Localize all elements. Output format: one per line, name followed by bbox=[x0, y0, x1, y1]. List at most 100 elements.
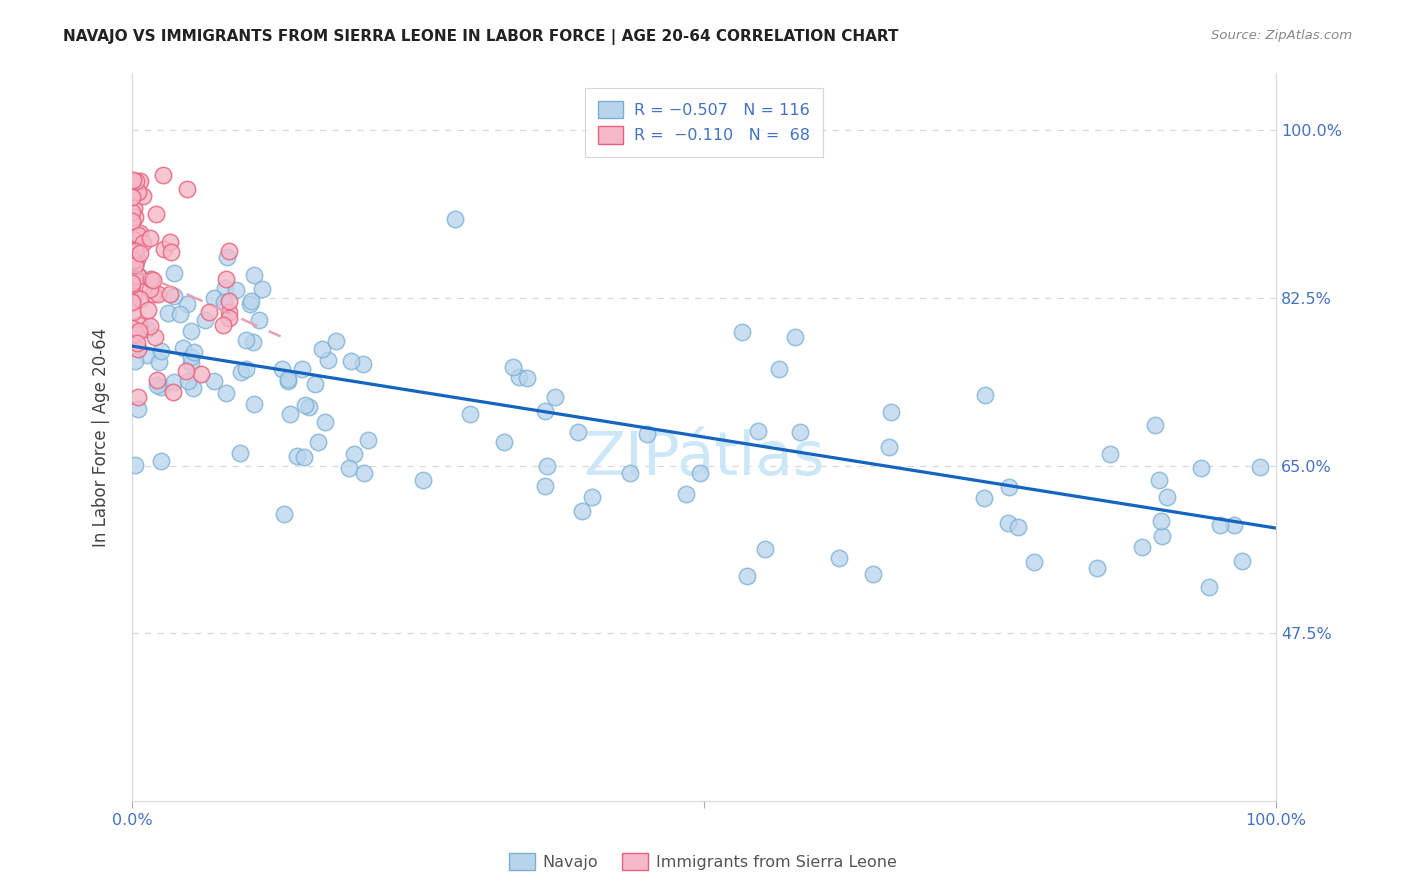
Point bbox=[1130, 541, 1153, 555]
Point bbox=[789, 425, 811, 439]
Point bbox=[277, 372, 299, 386]
Point bbox=[122, 252, 145, 267]
Point bbox=[997, 480, 1019, 494]
Y-axis label: In Labor Force | Age 20-64: In Labor Force | Age 20-64 bbox=[93, 327, 110, 547]
Point bbox=[180, 324, 202, 338]
Point bbox=[149, 344, 172, 359]
Point bbox=[124, 327, 146, 342]
Point bbox=[1156, 490, 1178, 504]
Point bbox=[271, 361, 294, 376]
Point bbox=[141, 272, 163, 286]
Point bbox=[122, 201, 145, 215]
Point bbox=[675, 486, 697, 500]
Point bbox=[880, 405, 903, 419]
Point bbox=[142, 273, 165, 287]
Point bbox=[190, 367, 212, 381]
Point bbox=[229, 446, 252, 460]
Point bbox=[325, 334, 347, 349]
Point bbox=[124, 327, 146, 342]
Point bbox=[458, 407, 481, 421]
Point bbox=[533, 479, 555, 493]
Point bbox=[127, 269, 149, 284]
Point bbox=[862, 567, 884, 582]
Point bbox=[121, 294, 143, 309]
Point bbox=[352, 357, 374, 371]
Point bbox=[129, 226, 152, 240]
Point bbox=[1198, 580, 1220, 594]
Point bbox=[159, 235, 181, 249]
Point bbox=[129, 174, 152, 188]
Point bbox=[176, 364, 198, 378]
Point bbox=[125, 243, 148, 257]
Point bbox=[124, 354, 146, 368]
Point bbox=[291, 362, 314, 376]
Point bbox=[768, 362, 790, 376]
Point bbox=[127, 343, 149, 357]
Point bbox=[156, 305, 179, 319]
Point bbox=[1144, 417, 1167, 432]
Point bbox=[128, 318, 150, 333]
Point bbox=[218, 305, 240, 319]
Point bbox=[145, 207, 167, 221]
Point bbox=[340, 354, 363, 368]
Point bbox=[214, 281, 236, 295]
Point bbox=[215, 386, 238, 401]
Point bbox=[163, 266, 186, 280]
Point bbox=[176, 297, 198, 311]
Point bbox=[153, 243, 176, 257]
Point bbox=[240, 294, 263, 309]
Point bbox=[138, 319, 160, 334]
Legend: R = −0.507   N = 116, R =  −0.110   N =  68: R = −0.507 N = 116, R = −0.110 N = 68 bbox=[585, 88, 823, 157]
Point bbox=[146, 286, 169, 301]
Point bbox=[250, 282, 273, 296]
Point bbox=[973, 491, 995, 505]
Point bbox=[1150, 514, 1173, 528]
Point bbox=[149, 453, 172, 467]
Point bbox=[1189, 460, 1212, 475]
Point bbox=[148, 355, 170, 369]
Point bbox=[127, 402, 149, 417]
Point bbox=[1209, 518, 1232, 533]
Point bbox=[202, 374, 225, 388]
Point bbox=[124, 289, 146, 303]
Point bbox=[337, 461, 360, 475]
Point bbox=[162, 384, 184, 399]
Point bbox=[128, 324, 150, 338]
Point bbox=[136, 303, 159, 318]
Point bbox=[121, 295, 143, 310]
Point bbox=[217, 250, 239, 264]
Point bbox=[444, 212, 467, 227]
Point bbox=[124, 252, 146, 267]
Point bbox=[125, 335, 148, 350]
Point bbox=[121, 328, 143, 343]
Point bbox=[1249, 460, 1271, 475]
Point bbox=[197, 305, 219, 319]
Point bbox=[242, 397, 264, 411]
Point bbox=[202, 291, 225, 305]
Point bbox=[124, 260, 146, 274]
Point bbox=[536, 458, 558, 473]
Point bbox=[783, 330, 806, 344]
Point bbox=[121, 213, 143, 227]
Point bbox=[225, 283, 247, 297]
Point bbox=[285, 449, 308, 463]
Point bbox=[277, 375, 299, 389]
Point bbox=[176, 181, 198, 195]
Point bbox=[146, 378, 169, 392]
Point bbox=[159, 287, 181, 301]
Point bbox=[502, 359, 524, 374]
Point bbox=[121, 276, 143, 290]
Point bbox=[318, 352, 340, 367]
Point bbox=[181, 381, 204, 395]
Point bbox=[877, 440, 900, 454]
Point bbox=[163, 375, 186, 389]
Point bbox=[124, 211, 146, 225]
Point bbox=[828, 550, 851, 565]
Point bbox=[492, 434, 515, 449]
Point bbox=[135, 322, 157, 336]
Point bbox=[229, 365, 252, 379]
Point bbox=[121, 205, 143, 219]
Point bbox=[619, 466, 641, 480]
Point bbox=[571, 504, 593, 518]
Point bbox=[357, 434, 380, 448]
